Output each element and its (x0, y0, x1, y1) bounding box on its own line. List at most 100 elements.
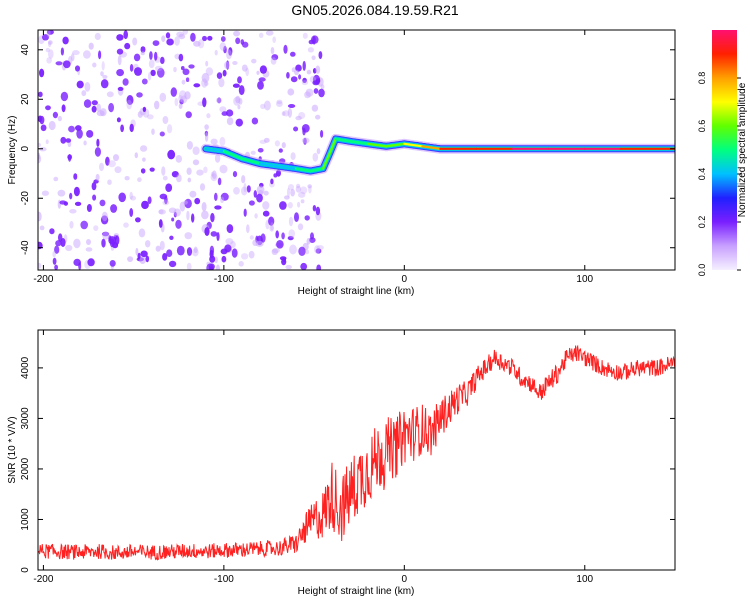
spectrogram-noise-blob (275, 230, 280, 239)
spectrogram-noise-blob (117, 86, 124, 91)
spectrogram-noise-blob (100, 79, 109, 89)
spectrogram-noise-blob (295, 185, 302, 193)
spectrogram-noise-blob (201, 72, 210, 83)
spectrogram-noise-blob (173, 211, 177, 218)
spectrogram-noise-blob (311, 55, 316, 61)
spectrogram-ridge-segment (334, 137, 352, 143)
spectrogram-noise-blob (73, 186, 80, 197)
spectrogram-noise-blob (186, 167, 192, 175)
spectrogram-noise-blob (96, 138, 100, 147)
spectrogram-noise-blob (134, 67, 142, 76)
spectrogram-noise-blob (136, 92, 143, 98)
spectrogram-noise-blob (70, 53, 75, 62)
spectrogram-noise-blob (316, 264, 322, 270)
spectrogram-y-ticks: -40 -20 0 20 40 (20, 44, 675, 255)
spectrogram-noise-blob (318, 88, 325, 98)
spectrogram-noise-blob (52, 257, 57, 265)
spectrogram-noise-blob (235, 95, 241, 104)
spectrogram-noise-blob (298, 112, 306, 119)
spectrogram-noise-blob (270, 47, 275, 55)
spectrogram-noise-blob (123, 30, 128, 40)
spectrogram-noise-blob (220, 36, 226, 42)
spectrogram-noise-blob (184, 232, 193, 240)
spectrogram-noise-blob (245, 67, 249, 77)
snr-x-label: Height of straight line (km) (298, 586, 415, 597)
colorbar-tick-label: 0.6 (697, 120, 707, 133)
spectrogram-noise-blob (304, 215, 310, 221)
spectrogram-noise-blob (162, 253, 168, 261)
spectrogram-noise-blob (174, 36, 180, 46)
spectrogram-noise-blob (263, 190, 269, 196)
spectrogram-noise-blob (300, 199, 305, 204)
spectrogram-noise-blob (65, 244, 73, 252)
spectrogram-noise-blob (256, 70, 260, 75)
spectrogram-noise-blob (282, 257, 287, 263)
spectrogram-noise-blob (126, 95, 134, 105)
spectrogram-ridge-segment (421, 145, 442, 150)
spectrogram-noise-blob (83, 140, 87, 146)
spectrogram-noise-blob (276, 240, 284, 249)
spectrogram-noise-blob (94, 32, 101, 41)
spectrogram-noise-blob (193, 40, 201, 47)
spectrogram-noise-blob (205, 60, 209, 67)
spectrogram-noise-blob (306, 238, 311, 245)
spectrogram-noise-blob (231, 248, 238, 258)
spectrogram-noise-blob (305, 249, 310, 255)
spectrogram-noise-blob (57, 115, 63, 122)
spectrogram-noise-blob (155, 245, 161, 252)
spectrogram-noise-blob (102, 231, 110, 237)
spectrogram-noise-blob (295, 115, 302, 121)
spectrogram-noise-blob (235, 118, 243, 127)
spectrogram-noise-blob (257, 148, 264, 153)
spectrogram-noise-blob (107, 179, 112, 185)
spectrogram-noise-blob (201, 202, 207, 212)
spectrogram-noise-blob (179, 90, 187, 100)
spectrogram-noise-blob (241, 175, 246, 184)
snr-y-tick-label: 1000 (20, 508, 31, 531)
spectrogram-noise-blob (86, 130, 94, 138)
spectrogram-noise-blob (250, 150, 256, 155)
spectrogram-noise-blob (59, 200, 67, 205)
spectrogram-noise-blob (86, 239, 91, 245)
spectrogram-ridge-segment (276, 165, 298, 170)
spectrogram-noise-blob (69, 209, 77, 214)
spectrogram-noise-blob (39, 115, 45, 125)
spectrogram-noise-blob (287, 107, 293, 118)
spectrogram-noise-blob (194, 197, 201, 205)
spectrogram-noise-blob (149, 51, 153, 60)
spectrogram-noise-blob (218, 78, 225, 88)
spectrogram-noise-blob (298, 191, 306, 198)
spectrogram-noise-blob (242, 41, 249, 48)
spectrogram-noise-blob (68, 125, 75, 133)
spectrogram-noise-blob (307, 47, 314, 53)
spectrogram-noise-blob (302, 32, 308, 39)
snr-panel: -200 -100 0 100 0 1000 2000 3000 4000 Height of… (7, 329, 676, 597)
spectrogram-noise-blob (170, 87, 177, 97)
spectrogram-noise-blob (158, 209, 164, 215)
spectrogram-noise-blob (135, 217, 141, 223)
spectrogram-noise-blob (233, 30, 241, 37)
spectrogram-noise-blob (210, 138, 218, 145)
spectrogram-noise-blob (290, 51, 296, 57)
spectrogram-noise-blob (185, 77, 190, 82)
spectrogram-noise-blob (178, 103, 183, 109)
spectrogram-noise-blob (265, 30, 274, 36)
spectrogram-noise-blob (53, 176, 59, 182)
spectrogram-noise-blob (166, 249, 173, 257)
spectrogram-noise-blob (186, 262, 192, 270)
spectrogram-noise-blob (176, 31, 185, 37)
spectrogram-noise-blob (155, 65, 163, 72)
spectrogram-noise-blob (313, 88, 319, 94)
spectrogram-noise-blob (154, 51, 158, 61)
spectrogram-noise-blob (302, 77, 307, 83)
spectrogram-noise-blob (222, 69, 227, 77)
colorbar-gradient (712, 30, 737, 270)
spectrogram-noise-blob (45, 47, 50, 53)
spectrogram-noise-blob (60, 136, 67, 144)
snr-frame (37, 329, 676, 571)
spectrogram-noise-blob (102, 74, 108, 79)
spectrogram-noise-blob (139, 256, 146, 265)
snr-y-tick-label: 0 (20, 567, 31, 573)
spectrogram-noise-blob (290, 152, 296, 161)
spectrogram-noise-blob (182, 68, 190, 76)
